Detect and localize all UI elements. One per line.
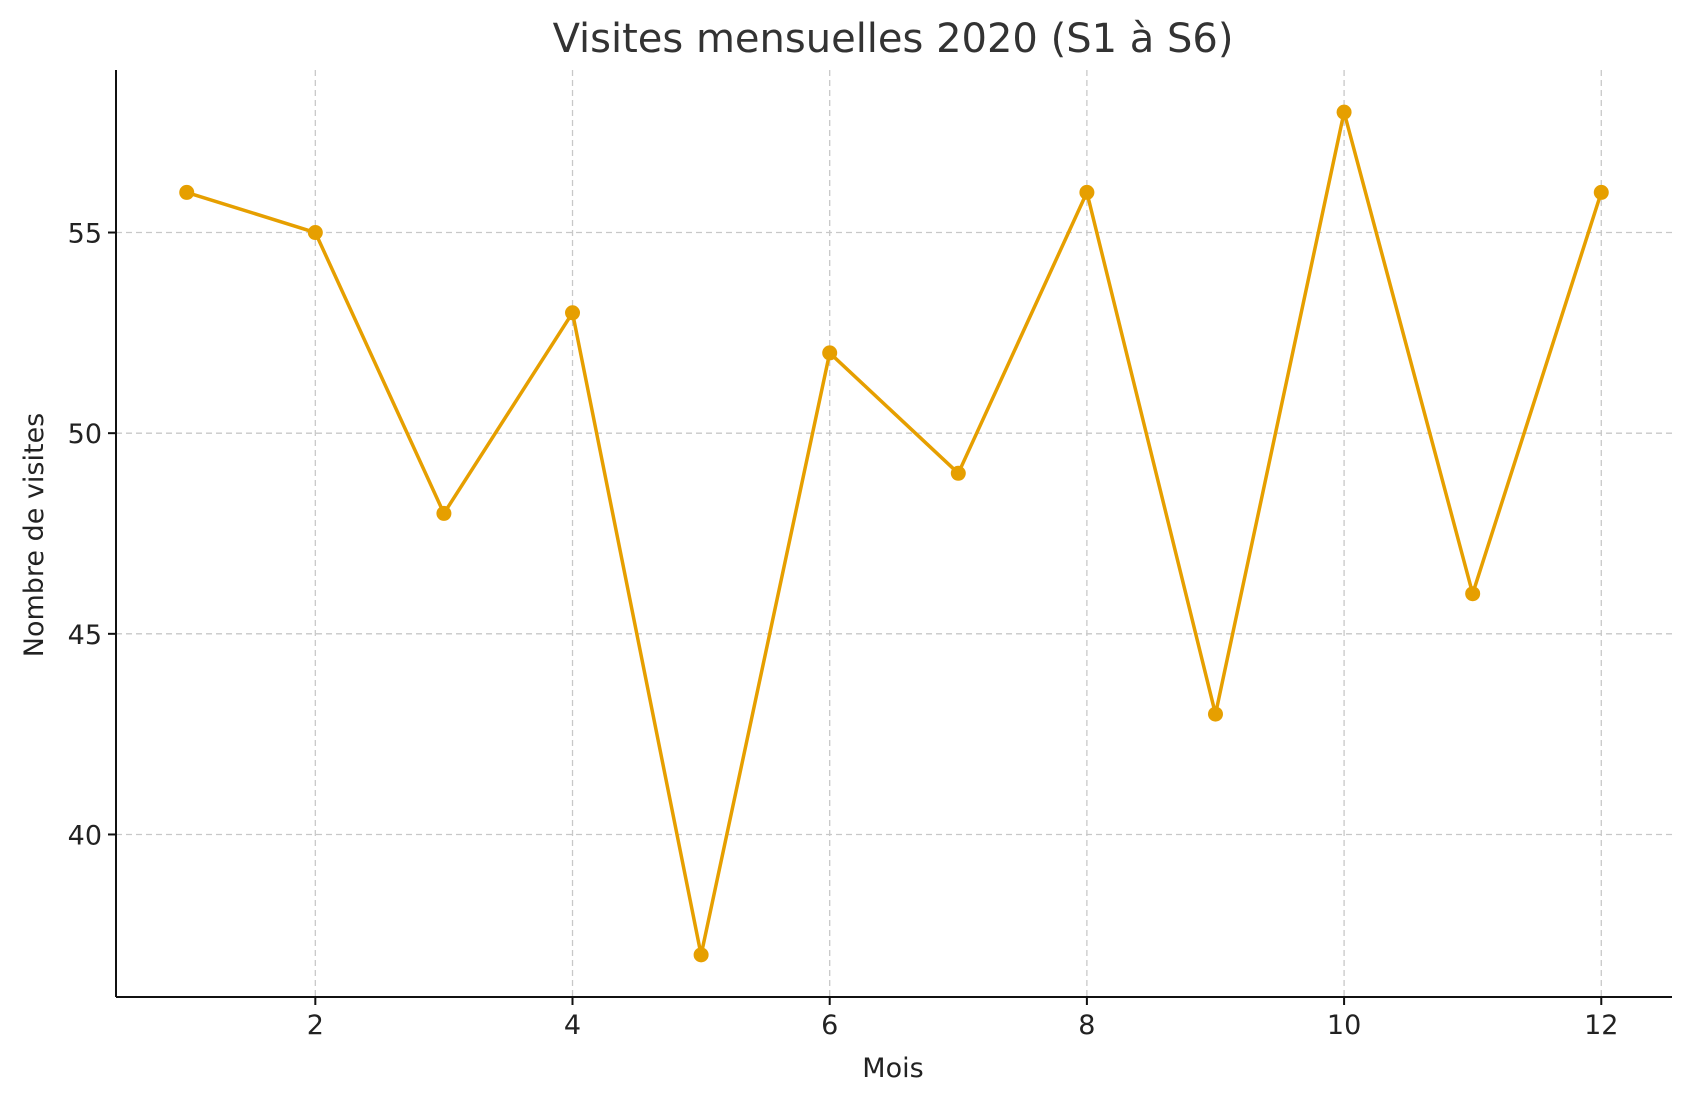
axes (115, 70, 1672, 998)
y-tick-label: 55 (68, 219, 102, 250)
data-point (307, 225, 323, 241)
data-point (179, 184, 195, 200)
data-point (693, 947, 709, 963)
x-tick-label: 4 (564, 1010, 581, 1041)
data-point (1336, 104, 1352, 120)
data-point (822, 345, 838, 361)
series-line (186, 110, 1603, 957)
y-tick-label: 40 (68, 820, 102, 851)
y-tick-label: 45 (68, 620, 102, 651)
ticks: 2 4 6 8 10 12 40 45 50 55 (68, 219, 1619, 1041)
y-axis-label: Nombre de visites (19, 413, 50, 658)
data-point (950, 465, 966, 481)
data-point (1079, 184, 1095, 200)
x-tick-label: 6 (821, 1010, 838, 1041)
x-tick-label: 12 (1584, 1010, 1618, 1041)
series (179, 104, 1609, 963)
x-tick-label: 2 (307, 1010, 324, 1041)
data-point (436, 505, 452, 521)
x-tick-label: 10 (1327, 1010, 1361, 1041)
y-tick-label: 50 (68, 419, 102, 450)
data-point (1465, 586, 1481, 602)
grid (116, 70, 1672, 997)
data-point (1207, 706, 1223, 722)
x-axis-label: Mois (862, 1053, 923, 1084)
chart-title: Visites mensuelles 2020 (S1 à S6) (553, 16, 1234, 62)
data-point (565, 305, 581, 321)
x-tick-label: 8 (1078, 1010, 1095, 1041)
data-point (1593, 184, 1609, 200)
